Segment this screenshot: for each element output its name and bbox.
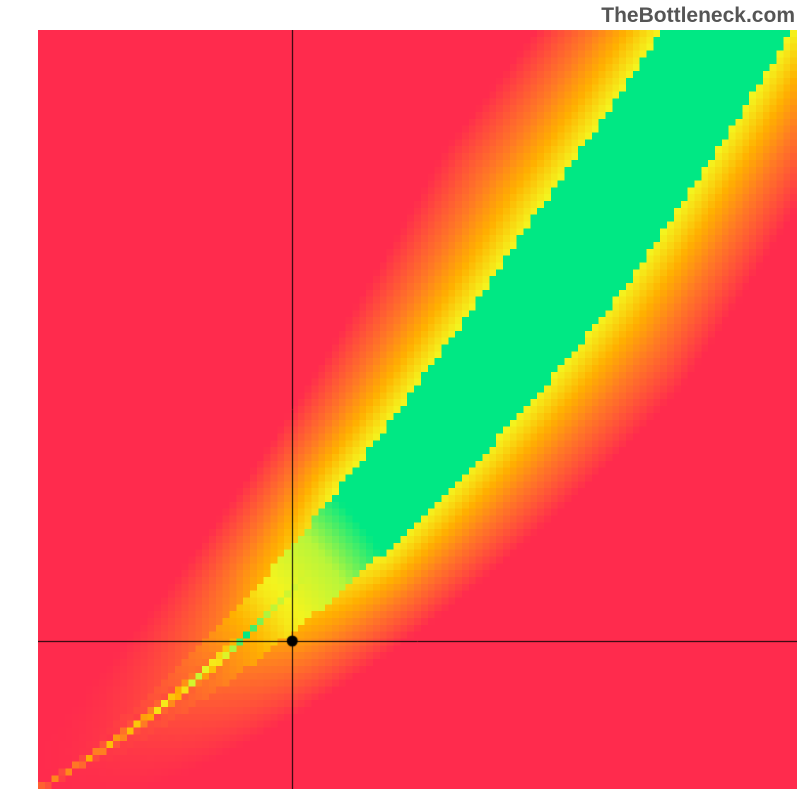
chart-container: TheBottleneck.com xyxy=(0,0,800,800)
bottleneck-heatmap xyxy=(38,30,797,789)
attribution-label: TheBottleneck.com xyxy=(601,4,795,28)
